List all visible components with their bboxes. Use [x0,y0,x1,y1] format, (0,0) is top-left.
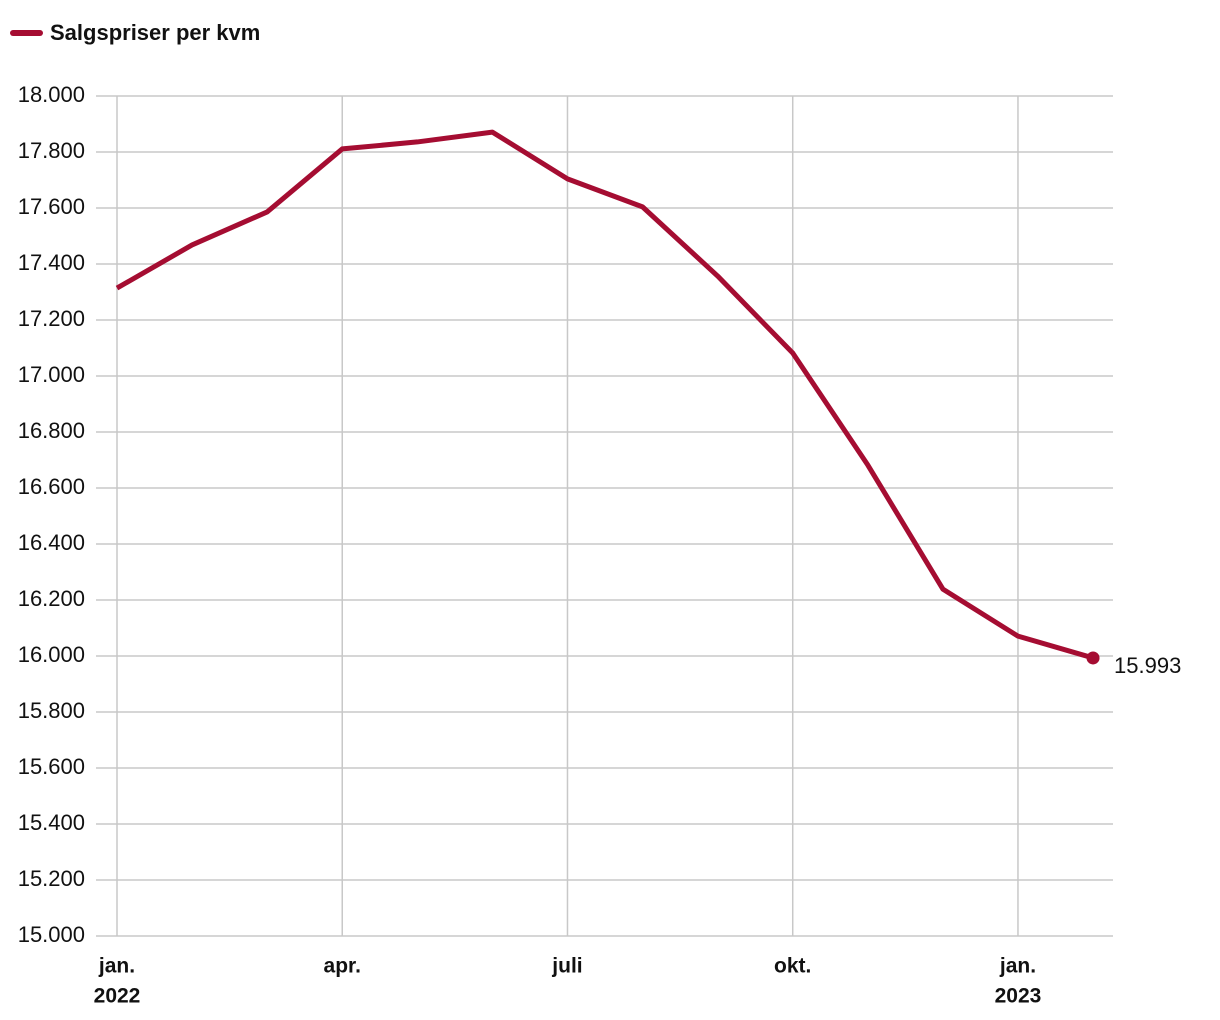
line-series [115,129,1094,661]
y-tick-label: 16.400 [18,530,85,555]
y-tick-label: 15.200 [18,866,85,891]
y-tick-label: 16.800 [18,418,85,443]
legend-label: Salgspriser per kvm [50,20,260,45]
y-tick-label: 15.600 [18,754,85,779]
y-tick-label: 16.200 [18,586,85,611]
y-tick-label: 15.800 [18,698,85,723]
x-tick-label: 2022 [94,985,141,1008]
x-tick-label: juli [551,955,582,978]
y-tick-label: 17.400 [18,250,85,275]
y-tick-label: 18.000 [18,82,85,107]
x-tick-label: jan. [999,955,1036,978]
y-tick-label: 16.000 [18,642,85,667]
y-tick-label: 16.600 [18,474,85,499]
value-label: 15.993 [1114,653,1181,678]
end-point [1086,651,1100,665]
x-tick-label: 2023 [995,985,1042,1008]
y-tick-label: 17.200 [18,306,85,331]
x-tick-label: jan. [98,955,135,978]
x-tick-label: okt. [774,955,811,978]
y-tick-label: 17.000 [18,362,85,387]
y-tick-label: 15.400 [18,810,85,835]
x-tick-label: apr. [324,955,361,978]
y-tick-label: 17.600 [18,194,85,219]
y-tick-label: 15.000 [18,922,85,947]
y-tick-label: 17.800 [18,138,85,163]
